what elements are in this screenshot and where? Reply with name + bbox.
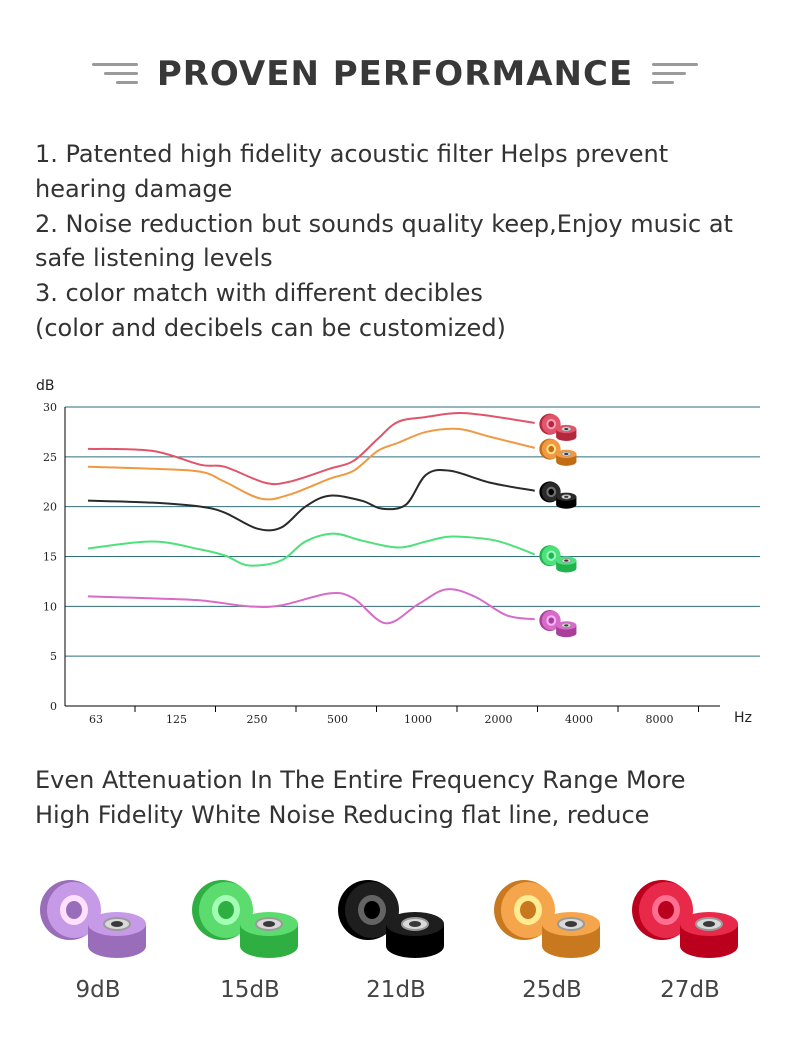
section-header: PROVEN PERFORMANCE (0, 52, 790, 102)
plug-hole (548, 445, 555, 453)
plug-filter-hole (111, 921, 123, 927)
earplug-label: 25dB (522, 977, 582, 1003)
black-earplug-icon (539, 481, 577, 509)
plug-bottom (542, 934, 600, 958)
x-tick-label: 500 (327, 713, 348, 726)
y-tick-label: 0 (50, 700, 57, 713)
y-tick-label: 30 (43, 401, 57, 414)
plug-filter-hole (564, 452, 569, 456)
y-tick-label: 25 (43, 451, 57, 464)
earplug-item: 21dB (326, 870, 466, 1020)
earplug-label: 9dB (75, 977, 121, 1003)
y-tick-label: 15 (43, 551, 57, 564)
plug-hole (520, 901, 536, 919)
right-decoration-icon (652, 60, 712, 88)
series-line (87, 468, 535, 532)
plug-bottom (556, 432, 577, 441)
plug-bottom (556, 628, 577, 638)
series-line (87, 427, 535, 501)
red-earplug-icon (632, 880, 738, 958)
green-earplug-icon (192, 880, 298, 958)
earplug-lineup: 9dB 15dB 21dB 25dB 27dB (0, 870, 790, 1020)
plug-bottom (680, 934, 738, 958)
feature-item: 2. Noise reduction but sounds quality ke… (35, 209, 733, 273)
plug-hole (548, 420, 555, 428)
plug-hole (548, 617, 555, 624)
series-line (87, 588, 535, 625)
plug-filter-hole (703, 921, 715, 927)
plug-bottom (240, 934, 298, 958)
green-earplug-icon (539, 545, 577, 573)
plug-filter-hole (564, 427, 569, 431)
x-tick-label: 2000 (485, 713, 513, 726)
series-line (87, 411, 535, 486)
black-earplug-icon (338, 880, 444, 958)
plug-hole (548, 488, 555, 496)
orange-earplug-icon (539, 438, 577, 466)
feature-list: 1. Patented high fidelity acoustic filte… (35, 137, 765, 346)
feature-item: 3. color match with different decibles (35, 279, 483, 308)
plug-hole (364, 901, 380, 919)
plug-hole (218, 901, 234, 919)
purple-earplug-icon (40, 880, 146, 958)
plug-filter-hole (565, 921, 577, 927)
y-axis-label: dB (36, 378, 55, 394)
page-title: PROVEN PERFORMANCE (156, 54, 634, 94)
plug-filter-hole (409, 921, 421, 927)
plug-bottom (386, 934, 444, 958)
plug-bottom (556, 457, 577, 466)
feature-item: 1. Patented high fidelity acoustic filte… (35, 140, 669, 203)
plug-hole (658, 901, 674, 919)
plug-filter-hole (263, 921, 275, 927)
x-tick-label: 250 (247, 713, 268, 726)
left-decoration-icon (90, 60, 150, 88)
x-tick-label: 1000 (404, 713, 432, 726)
attenuation-chart: dB 30 25 20 15 10 5 0 63 125 250 500 1000 2000 4000 800… (0, 370, 790, 730)
x-tick-label: 125 (166, 713, 187, 726)
green-earplug-icon (192, 880, 298, 958)
red-earplug-icon (539, 413, 577, 441)
x-axis-label: Hz (734, 710, 752, 726)
earplug-label: 21dB (366, 977, 426, 1003)
plug-hole (548, 552, 555, 559)
orange-earplug-icon (494, 880, 600, 958)
black-earplug-icon (338, 880, 444, 958)
earplug-label: 15dB (220, 977, 280, 1003)
earplug-item: 9dB (28, 870, 168, 1020)
purple-earplug-icon (539, 609, 577, 638)
earplug-item: 25dB (482, 870, 622, 1020)
plug-filter-hole (564, 559, 569, 562)
purple-earplug-icon (40, 880, 146, 958)
x-tick-label: 8000 (646, 713, 674, 726)
plug-bottom (88, 934, 146, 958)
plug-bottom (556, 500, 577, 509)
y-tick-label: 10 (43, 600, 57, 613)
y-tick-label: 5 (50, 650, 57, 663)
earplug-item: 15dB (180, 870, 320, 1020)
earplug-item: 27dB (620, 870, 760, 1020)
plug-filter-hole (564, 624, 569, 627)
y-tick-label: 20 (43, 501, 57, 514)
feature-item: (color and decibels can be customized) (35, 313, 506, 342)
chart-svg: dB 30 25 20 15 10 5 0 63 125 250 500 1000 2000 4000 800… (36, 378, 760, 726)
description-line: High Fidelity White Noise Reducing flat … (35, 801, 650, 829)
plug-bottom (556, 564, 577, 573)
x-tick-label: 63 (89, 713, 103, 726)
plug-filter-hole (564, 495, 569, 498)
earplug-label: 27dB (660, 977, 720, 1003)
description: Even Attenuation In The Entire Frequency… (35, 763, 775, 833)
series-line (87, 532, 536, 567)
red-earplug-icon (632, 880, 738, 958)
plug-hole (66, 901, 82, 919)
description-line: Even Attenuation In The Entire Frequency… (35, 766, 686, 794)
orange-earplug-icon (494, 880, 600, 958)
x-tick-label: 4000 (565, 713, 593, 726)
